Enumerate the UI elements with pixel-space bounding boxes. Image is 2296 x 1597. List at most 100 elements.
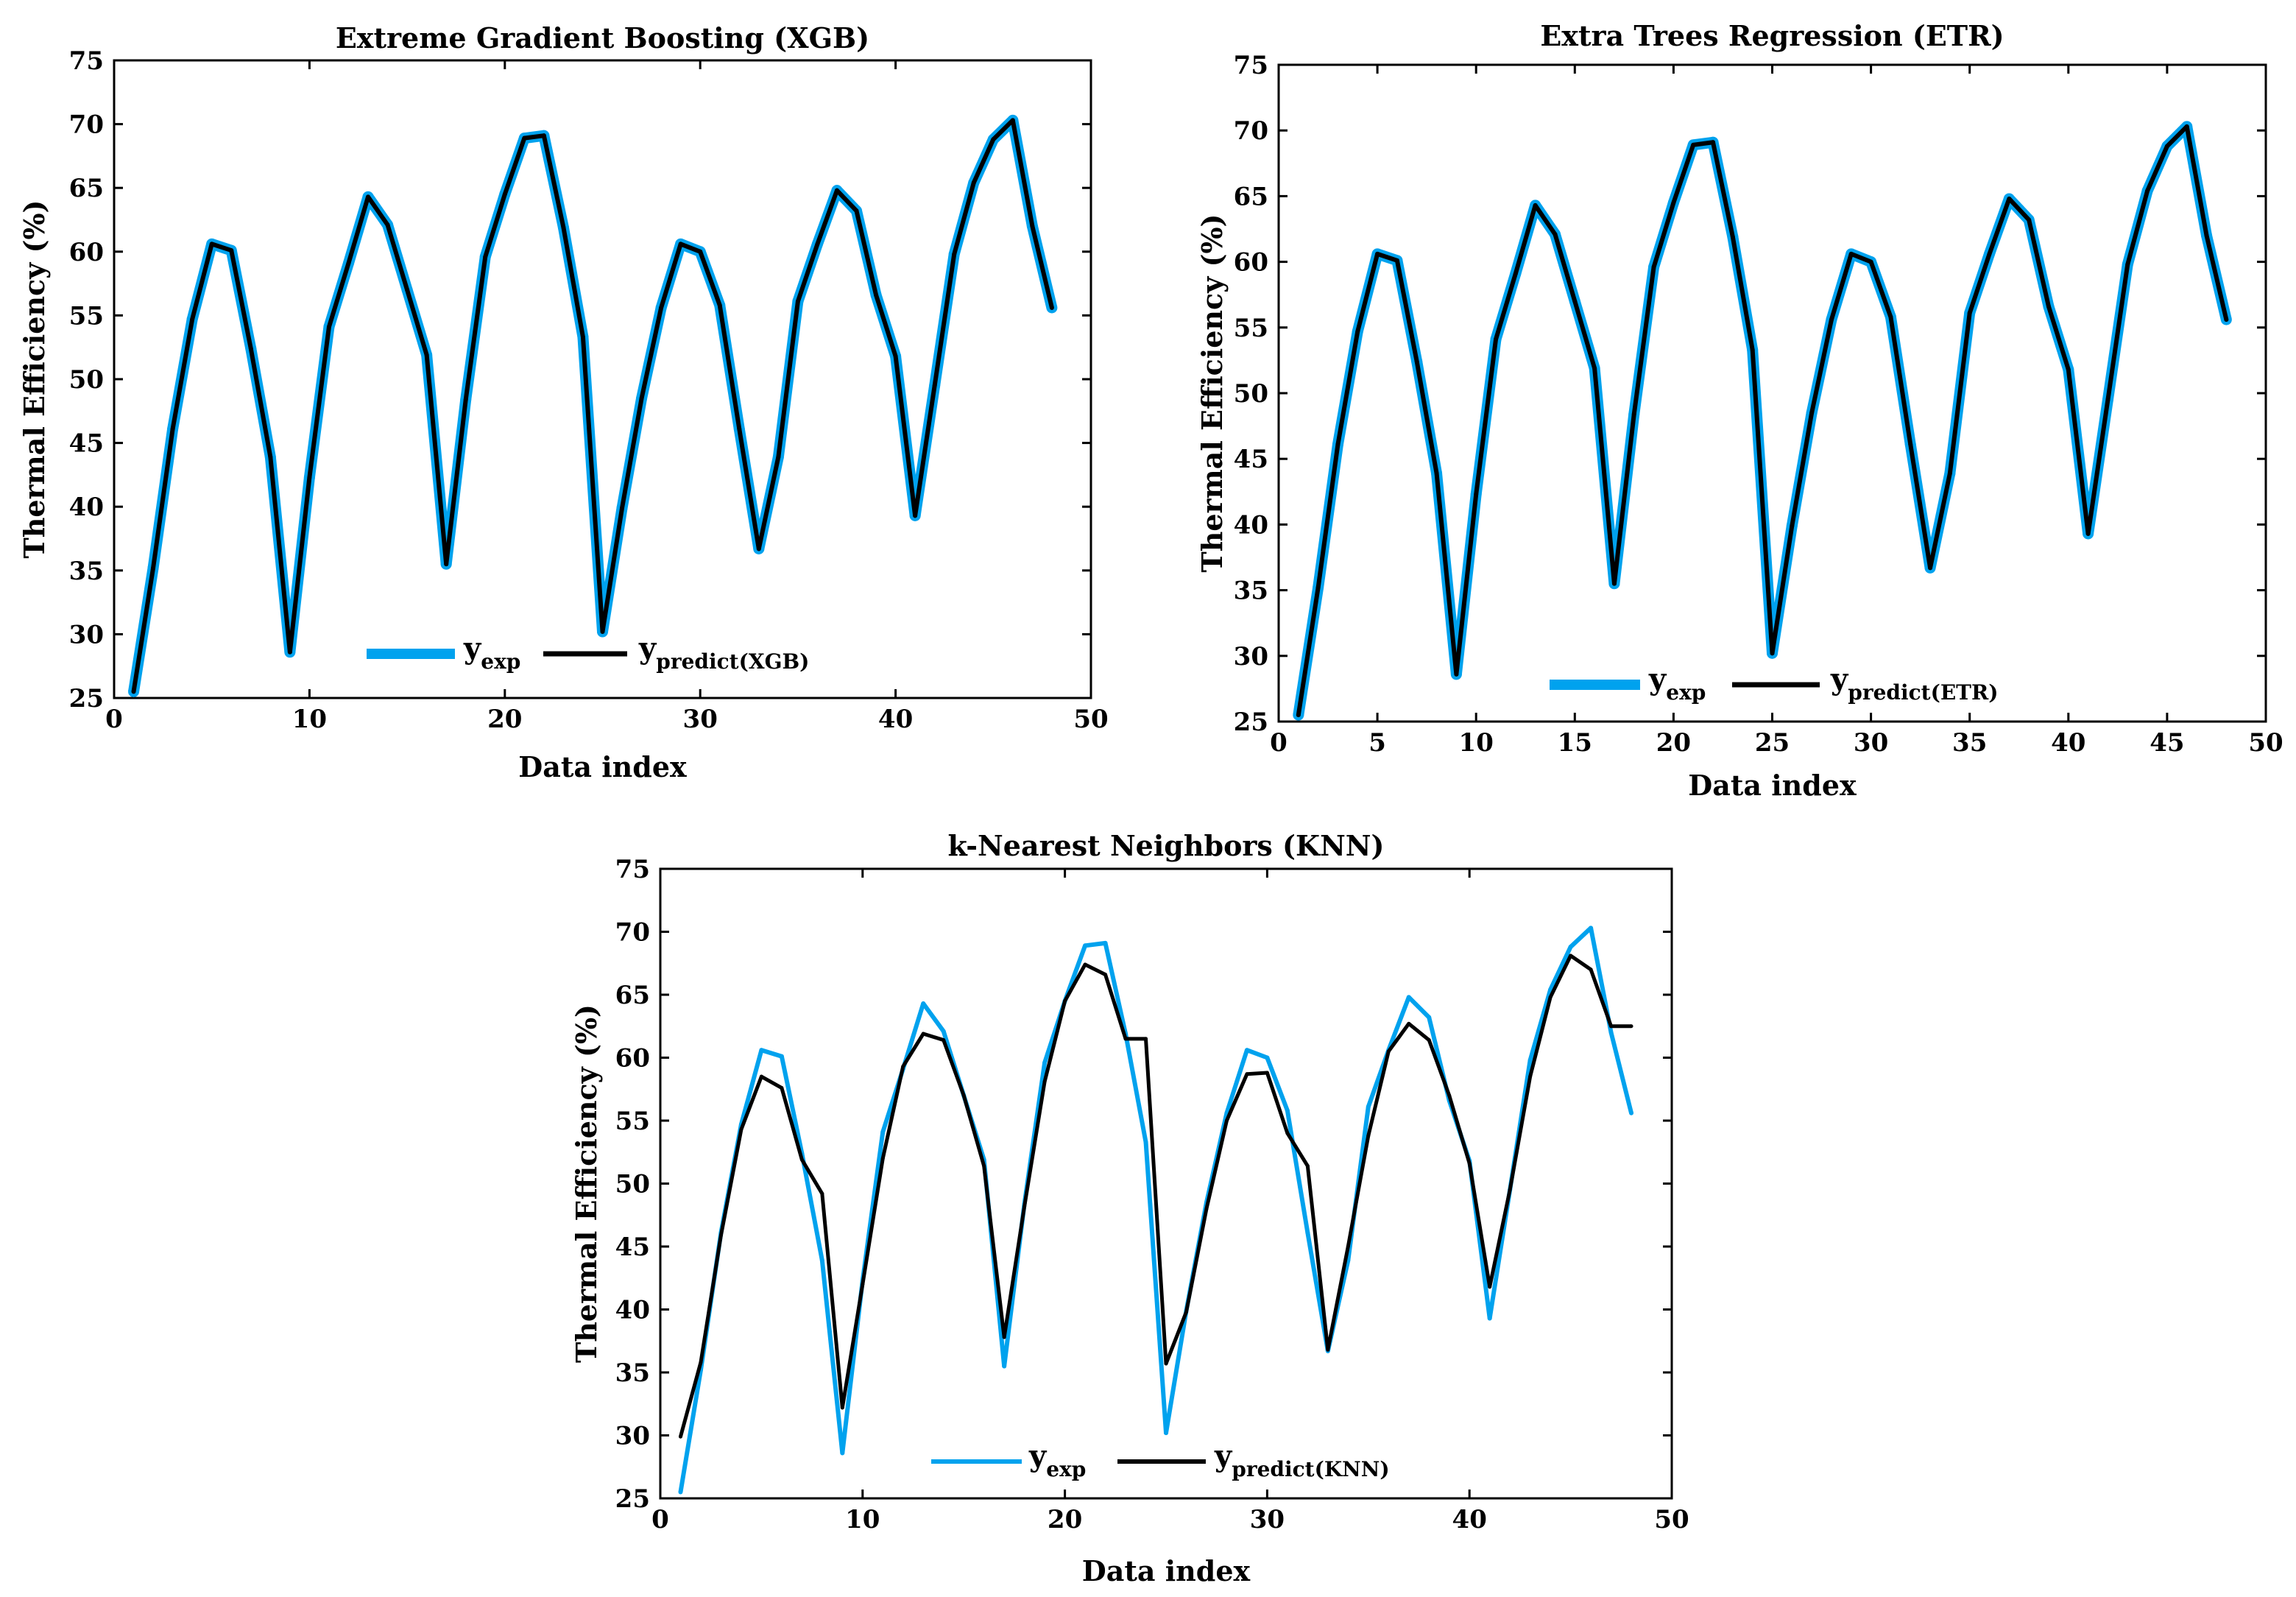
data-point: [1987, 251, 1992, 256]
data-point: [834, 188, 839, 193]
data-point: [2204, 233, 2209, 238]
data-point: [1386, 1049, 1391, 1054]
data-point: [326, 324, 331, 329]
data-point: [1691, 142, 1696, 147]
data-point: [1711, 140, 1716, 145]
data-point: [580, 334, 585, 339]
data-point: [1394, 258, 1399, 263]
legend: yexp ypredict(KNN): [931, 1439, 1390, 1481]
legend-label: yexp: [1028, 1439, 1086, 1481]
y-axis-label: Thermal Efficiency (%): [570, 1004, 603, 1363]
x-tick-label: 40: [2051, 728, 2085, 758]
data-point: [1528, 1074, 1533, 1079]
data-point: [1144, 1037, 1148, 1041]
data-point: [1204, 1207, 1209, 1211]
data-point: [776, 454, 781, 459]
data-point: [502, 191, 507, 197]
data-point: [952, 252, 957, 257]
y-tick-label: 30: [615, 1422, 650, 1451]
y-tick-label: 55: [615, 1107, 650, 1136]
data-point: [1533, 202, 1538, 208]
data-point: [1366, 1104, 1371, 1110]
chart-panel-1: Extreme Gradient Boosting (XGB) 0 10 20 30 40…: [18, 21, 1109, 783]
chart-title: Extreme Gradient Boosting (XGB): [336, 21, 869, 54]
data-point: [1548, 995, 1553, 999]
data-point: [1326, 1347, 1330, 1352]
data-point: [678, 1434, 682, 1439]
data-point: [1414, 359, 1419, 364]
data-point: [815, 242, 820, 247]
data-point: [854, 208, 859, 214]
data-point: [1589, 967, 1593, 972]
data-point: [1030, 224, 1035, 229]
legend: yexp ypredict(ETR): [1550, 662, 1999, 705]
data-point: [780, 1086, 784, 1090]
y-tick-label: 60: [615, 1044, 650, 1074]
data-point: [1809, 410, 1815, 415]
data-point: [1245, 1072, 1249, 1076]
y-tick-label: 50: [615, 1170, 650, 1199]
y-tick-label: 75: [615, 855, 650, 884]
data-point: [366, 194, 371, 200]
y-tick-label: 45: [69, 429, 104, 459]
data-point: [1488, 1285, 1492, 1289]
data-point: [2046, 304, 2051, 309]
data-point: [600, 629, 605, 634]
legend-label: ypredict(ETR): [1830, 662, 1999, 705]
data-point: [874, 292, 879, 297]
data-point: [1083, 962, 1087, 967]
y-tick-label: 70: [1234, 116, 1268, 146]
data-point: [1888, 314, 1893, 320]
y-tick-label: 40: [615, 1296, 650, 1325]
y-tick-label: 50: [69, 365, 104, 395]
data-point: [1447, 1093, 1452, 1098]
data-point: [1143, 1140, 1148, 1145]
data-point: [921, 1001, 926, 1006]
x-tick-label: 40: [1452, 1505, 1487, 1534]
data-point: [1467, 1161, 1472, 1166]
y-tick-label: 25: [615, 1484, 650, 1514]
data-point: [1608, 1030, 1614, 1035]
y-tick-label: 35: [69, 557, 104, 586]
y-tick-label: 55: [1234, 314, 1268, 343]
y-tick-label: 35: [615, 1358, 650, 1388]
x-axis-label: Data index: [518, 750, 687, 783]
y-axis-label: Thermal Efficiency (%): [18, 200, 51, 558]
data-point: [1366, 1134, 1371, 1138]
data-point: [2164, 144, 2169, 149]
series-line-exp: [1293, 121, 2232, 716]
data-point: [820, 1191, 824, 1196]
data-point: [2224, 317, 2229, 322]
data-point: [229, 248, 234, 253]
data-point: [2125, 262, 2130, 267]
data-point: [1355, 329, 1360, 334]
data-point: [1629, 1110, 1634, 1115]
data-point: [1103, 973, 1108, 977]
data-point: [1002, 1364, 1007, 1369]
data-point: [463, 397, 468, 402]
y-tick-label: 50: [1234, 379, 1268, 409]
y-tick-label: 60: [1234, 248, 1268, 278]
data-point: [561, 225, 566, 230]
data-point: [756, 546, 761, 551]
data-point: [1908, 442, 1913, 447]
data-point: [942, 1038, 946, 1043]
data-point: [932, 383, 937, 388]
data-point: [639, 395, 644, 401]
data-point: [190, 317, 195, 322]
data-point: [1609, 1024, 1614, 1029]
data-point: [209, 242, 214, 247]
y-tick-label: 30: [1234, 642, 1268, 671]
y-tick-label: 25: [69, 684, 104, 713]
data-point: [1947, 470, 1952, 476]
data-point: [2007, 196, 2012, 201]
data-point: [1730, 234, 1735, 239]
data-point: [541, 133, 546, 138]
data-point: [893, 353, 898, 359]
data-point: [1527, 1057, 1533, 1062]
data-point: [1296, 713, 1301, 718]
data-point: [1042, 1079, 1047, 1084]
y-tick-label: 40: [1234, 510, 1268, 540]
y-tick-label: 40: [69, 493, 104, 522]
data-point: [131, 689, 136, 694]
